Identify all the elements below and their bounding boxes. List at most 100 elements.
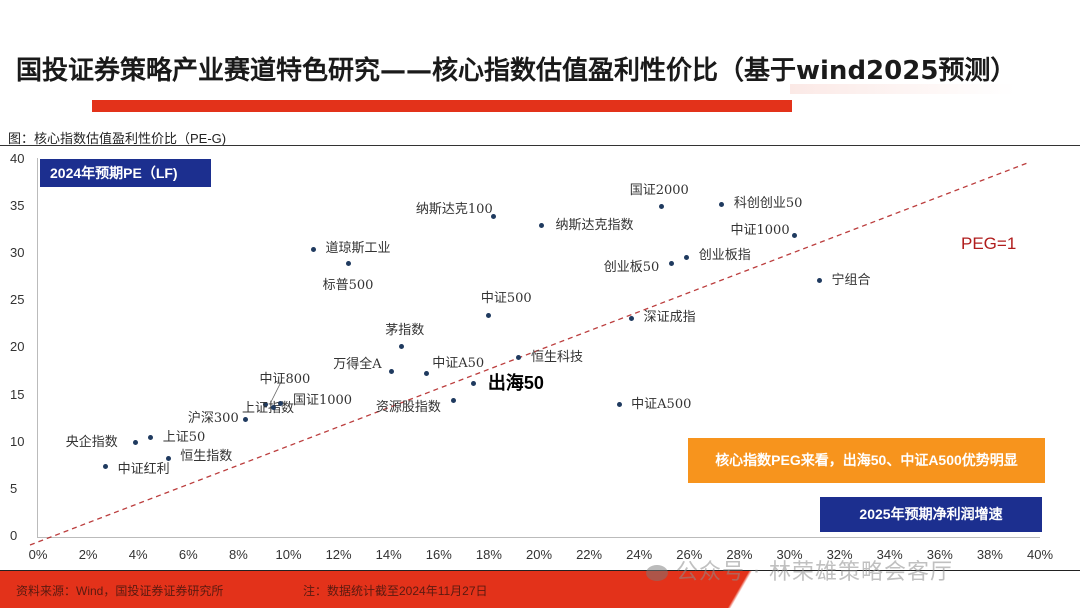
point-label: 中证A500 — [631, 396, 692, 412]
x-tick-label: 18% — [475, 547, 502, 562]
leader-line-zhongzheng800 — [270, 379, 283, 403]
y-tick-label: 30 — [10, 245, 25, 261]
x-axis-title-badge: 2025年预期净利润增速 — [820, 497, 1042, 532]
point-label: 上证指数 — [241, 400, 294, 416]
x-tick-label: 2% — [78, 547, 98, 562]
point-label: 科创创业50 — [733, 196, 803, 212]
data-point — [103, 463, 109, 469]
data-point — [278, 400, 284, 406]
point-label: 创业板指 — [698, 247, 751, 263]
x-tick-label: 8% — [228, 547, 248, 562]
data-point — [346, 261, 352, 267]
data-point — [669, 261, 675, 267]
footer-source: 资料来源：Wind，国投证券证券研究所 — [16, 584, 224, 598]
data-point — [516, 355, 522, 361]
data-point — [659, 204, 665, 210]
x-tick-label: 24% — [626, 547, 653, 562]
point-label: 万得全A — [333, 357, 382, 373]
y-tick-label: 10 — [10, 433, 25, 449]
point-label: 茅指数 — [385, 322, 425, 338]
x-tick-label: 20% — [525, 547, 553, 562]
x-tick-label: 40% — [1026, 547, 1054, 562]
footer: 资料来源：Wind，国投证券证券研究所 注：数据统计截至2024年11月27日 — [0, 571, 1080, 608]
x-tick-label: 6% — [178, 547, 198, 562]
x-tick-label: 12% — [325, 547, 352, 562]
data-point — [165, 456, 171, 462]
x-tick-label: 28% — [726, 547, 753, 562]
x-tick-label: 26% — [676, 547, 703, 562]
title-highlight — [790, 84, 1015, 94]
data-point — [451, 397, 457, 403]
data-point — [423, 371, 429, 377]
point-label: 中证1000 — [730, 223, 790, 239]
watermark: 公众号 · 林荣雄策略会客厅 — [646, 554, 953, 586]
data-point — [311, 246, 317, 252]
watermark-text: 公众号 · 林荣雄策略会客厅 — [676, 560, 953, 585]
point-label: 道琼斯工业 — [325, 241, 391, 257]
data-point — [719, 201, 725, 207]
x-tick-label: 10% — [275, 547, 302, 562]
data-point — [133, 440, 139, 446]
x-tick-label: 22% — [576, 547, 603, 562]
point-label: 纳斯达克指数 — [555, 217, 634, 233]
point-label: 标普500 — [322, 277, 374, 293]
y-tick-label: 40 — [10, 150, 25, 166]
data-point — [684, 255, 690, 261]
data-point — [486, 312, 492, 318]
point-label: 中证800 — [259, 371, 311, 387]
wechat-icon — [646, 565, 668, 581]
point-label: 出海50 — [487, 373, 544, 394]
point-label: 中证红利 — [117, 462, 170, 478]
y-axis-line — [37, 158, 38, 538]
point-label: 国证2000 — [629, 182, 689, 198]
data-point — [616, 402, 622, 408]
x-tick-label: 0% — [28, 547, 48, 562]
conclusion-callout: 核心指数PEG来看，出海50、中证A500优势明显 — [688, 438, 1045, 483]
footer-note: 注：数据统计截至2024年11月27日 — [303, 584, 488, 598]
data-point — [263, 402, 269, 408]
peg-label: PEG=1 — [961, 234, 1017, 253]
x-tick-label: 30% — [776, 547, 803, 562]
bottom-divider — [0, 570, 1080, 571]
point-label: 深证成指 — [643, 310, 696, 326]
x-tick-label: 36% — [926, 547, 953, 562]
y-tick-label: 35 — [10, 197, 25, 213]
data-point — [817, 278, 823, 283]
data-point — [270, 405, 276, 411]
data-point — [388, 368, 394, 374]
x-tick-label: 16% — [425, 547, 452, 562]
point-label: 创业板50 — [603, 259, 660, 275]
title-underline-bar — [92, 100, 792, 112]
x-tick-label: 32% — [826, 547, 853, 562]
x-tick-label: 38% — [976, 547, 1003, 562]
point-label: 宁组合 — [831, 272, 871, 288]
point-label: 沪深300 — [187, 411, 239, 427]
footer-band — [0, 571, 1080, 608]
x-tick-label: 4% — [128, 547, 148, 562]
y-tick-label: 20 — [10, 339, 25, 355]
data-point — [629, 315, 635, 321]
point-label: 恒生指数 — [180, 448, 233, 464]
point-label: 央企指数 — [65, 434, 118, 450]
data-point — [471, 380, 477, 386]
x-axis-line — [37, 537, 1040, 538]
data-point — [491, 213, 497, 219]
data-point — [398, 344, 404, 349]
point-label: 中证A50 — [432, 355, 485, 371]
figure-caption: 图：核心指数估值盈利性价比（PE-G) — [8, 131, 227, 146]
y-tick-label: 25 — [10, 292, 25, 308]
point-label: 国证1000 — [292, 393, 353, 409]
x-tick-label: 34% — [876, 547, 903, 562]
page-title: 国投证券策略产业赛道特色研究——核心指数估值盈利性价比（基于wind2025预测… — [16, 56, 1017, 86]
data-point — [792, 232, 797, 238]
top-divider — [0, 145, 1080, 146]
data-point — [148, 435, 154, 441]
data-point — [539, 223, 544, 229]
data-point — [243, 416, 249, 422]
point-label: 中证500 — [480, 291, 532, 307]
x-tick-label: 14% — [375, 547, 402, 562]
y-tick-label: 5 — [10, 480, 18, 496]
point-label: 恒生科技 — [530, 349, 583, 365]
point-label: 纳斯达克100 — [415, 202, 493, 218]
